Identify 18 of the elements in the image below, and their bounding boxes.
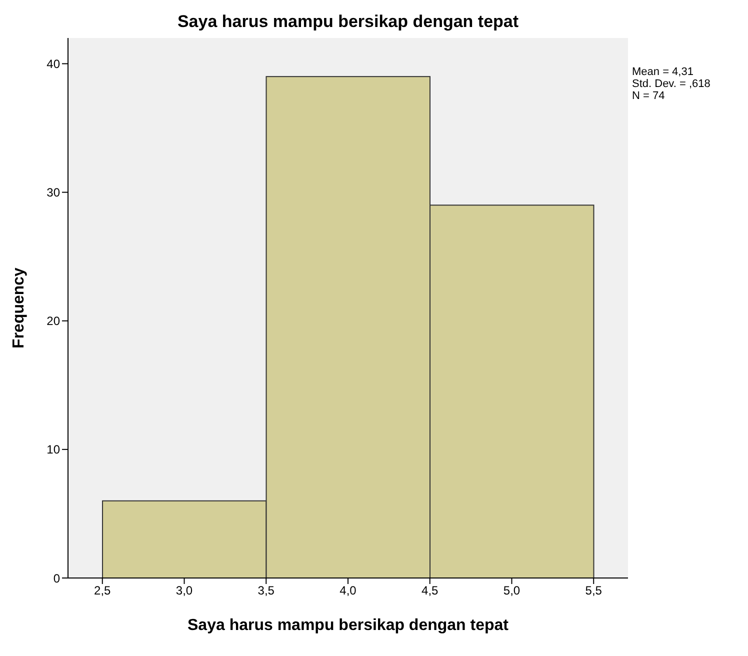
y-tick-label: 30 <box>46 186 60 200</box>
chart-title: Saya harus mampu bersikap dengan tepat <box>176 12 520 32</box>
x-tick-label: 3,5 <box>258 584 275 598</box>
y-axis-title: Frequency <box>10 267 28 348</box>
text: Std. Dev. = ,618 <box>632 78 710 90</box>
x-tick-label: 5,5 <box>585 584 602 598</box>
x-tick-label: 4,5 <box>422 584 439 598</box>
x-tick-label: 4,0 <box>340 584 357 598</box>
y-tick-label: 10 <box>46 442 60 457</box>
text: N = 74 <box>632 90 666 102</box>
text: Mean = 4,31 <box>632 66 694 78</box>
x-axis-title: Saya harus mampu bersikap dengan tepat <box>188 617 510 634</box>
y-tick-label: 20 <box>46 314 60 328</box>
y-tick-label: 0 <box>53 571 60 586</box>
x-tick-label: 2,5 <box>94 584 112 598</box>
x-tick-label: 5,0 <box>503 584 520 598</box>
y-tick-label: 40 <box>46 56 60 71</box>
x-tick-label: 3,0 <box>176 584 193 598</box>
